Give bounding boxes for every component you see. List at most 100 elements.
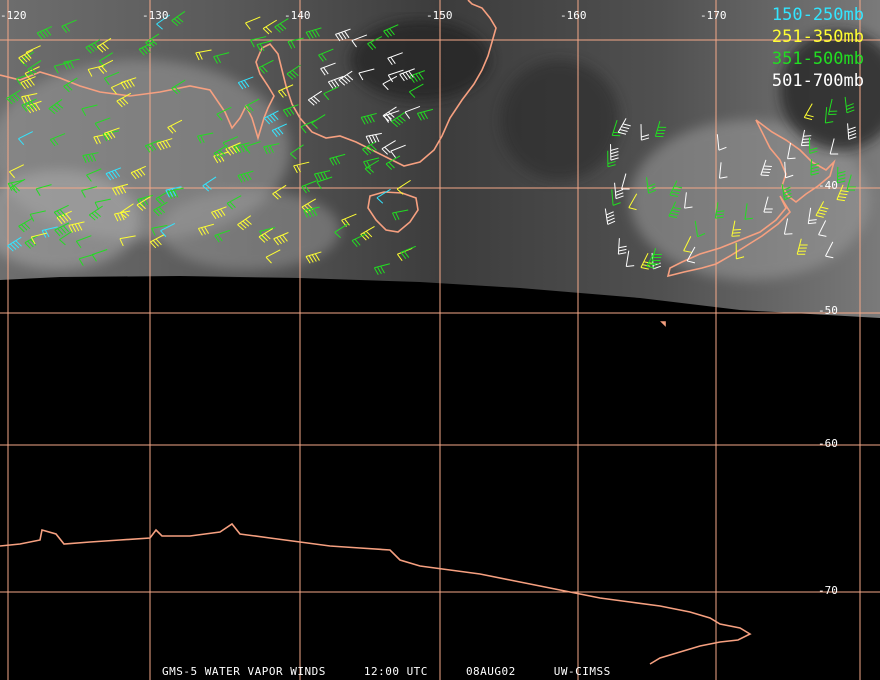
new-zealand-north (755, 119, 836, 204)
wind-barb (211, 206, 227, 220)
wind-barb (392, 209, 409, 221)
image-caption: GMS-5 WATER VAPOR WINDS 12:00 UTC 08AUG02 U… (162, 665, 611, 678)
wind-barb (30, 232, 47, 245)
wind-barb (318, 48, 334, 62)
wind-barb (305, 27, 322, 40)
wind-barb (646, 251, 657, 269)
lat-label-40: -40 (818, 179, 838, 192)
wind-barb (286, 64, 301, 80)
wind-barb (301, 198, 317, 214)
wind-barb (61, 19, 77, 33)
wind-barb (808, 137, 818, 154)
wind-barb (781, 183, 793, 201)
wind-barb (329, 153, 346, 166)
wind-barb (287, 37, 304, 49)
wind-barb (400, 245, 416, 260)
wind-barb (305, 251, 322, 264)
wind-barb (137, 194, 154, 207)
legend-entry-150-250: 150-250mb (771, 5, 864, 25)
wind-barb (828, 98, 838, 116)
wind-barb (796, 238, 808, 255)
wind-barb (363, 157, 380, 169)
wind-barb (611, 189, 621, 206)
wind-barb (265, 249, 281, 264)
wind-barb (29, 210, 46, 222)
wind-barb (197, 132, 214, 144)
wind-barb (824, 107, 834, 124)
lon-label-150: -150 (426, 9, 453, 22)
wind-barb (744, 203, 753, 220)
wind-barb (9, 164, 24, 179)
caption-source: UW-CIMSS (553, 665, 611, 678)
wind-barb (49, 133, 66, 147)
wind-barb (803, 103, 814, 121)
caption-date: 08AUG02 (465, 665, 516, 678)
wind-barb (815, 201, 829, 218)
wind-barb (311, 114, 326, 129)
wind-barb (351, 34, 368, 48)
wind-barb (75, 235, 92, 249)
lat-label-60: -60 (818, 437, 838, 450)
antarctica-coast (0, 522, 752, 665)
wind-barb (263, 143, 280, 155)
wind-barb (94, 198, 111, 210)
wind-barb (381, 140, 396, 155)
wind-barb (250, 36, 267, 48)
wind-barb (846, 174, 856, 191)
wind-barb (399, 68, 415, 82)
legend-entry-351-500: 351-500mb (771, 49, 864, 69)
wind-barb (607, 150, 616, 168)
wind-barb (367, 36, 383, 50)
wind-barb (88, 205, 103, 221)
lon-label-130: -130 (142, 9, 169, 22)
wind-barb (383, 110, 400, 123)
wind-barb (300, 119, 316, 134)
wind-barb (167, 119, 183, 134)
wind-barb (387, 69, 404, 83)
wind-barb (836, 184, 849, 202)
wind-barb (810, 159, 820, 176)
wind-barb (216, 106, 232, 121)
caption-satellite: GMS-5 WATER VAPOR WINDS (162, 665, 326, 678)
wind-barb (82, 152, 99, 163)
wind-barb (21, 98, 37, 112)
wind-barb (256, 40, 273, 52)
wind-barb (130, 165, 147, 180)
wind-barb (278, 84, 294, 98)
legend-entry-251-350: 251-350mb (771, 27, 864, 47)
wind-barbs (6, 11, 857, 275)
wind-barb (303, 206, 320, 218)
wind-barb (282, 104, 299, 117)
wind-barb (610, 144, 619, 161)
wind-barb (604, 208, 616, 225)
wind-barb (103, 71, 120, 85)
wind-barb (825, 241, 834, 259)
new-zealand-south (666, 195, 792, 278)
wind-barb (274, 18, 289, 33)
wind-barb (119, 203, 134, 219)
lon-label-160: -160 (560, 9, 587, 22)
wind-barb (262, 19, 278, 35)
wind-barb (25, 45, 41, 59)
wind-barb (233, 142, 250, 154)
wind-barb (237, 215, 252, 231)
wind-barb (171, 79, 186, 95)
wind-barb (289, 144, 304, 160)
wind-barb (155, 190, 170, 205)
wind-barb (116, 92, 132, 108)
wind-barb (197, 223, 214, 236)
wind-barb (617, 118, 631, 135)
wind-barb (327, 75, 344, 89)
wind-barb (684, 192, 693, 209)
wind-barb (844, 96, 855, 114)
wind-barb (213, 52, 230, 64)
wind-barb (244, 98, 260, 113)
wind-barb (654, 120, 667, 138)
wind-barb (396, 179, 411, 195)
wind-barb (110, 80, 127, 95)
wind-barb (763, 196, 773, 213)
wind-barb (731, 220, 742, 237)
wind-barb (621, 173, 630, 190)
